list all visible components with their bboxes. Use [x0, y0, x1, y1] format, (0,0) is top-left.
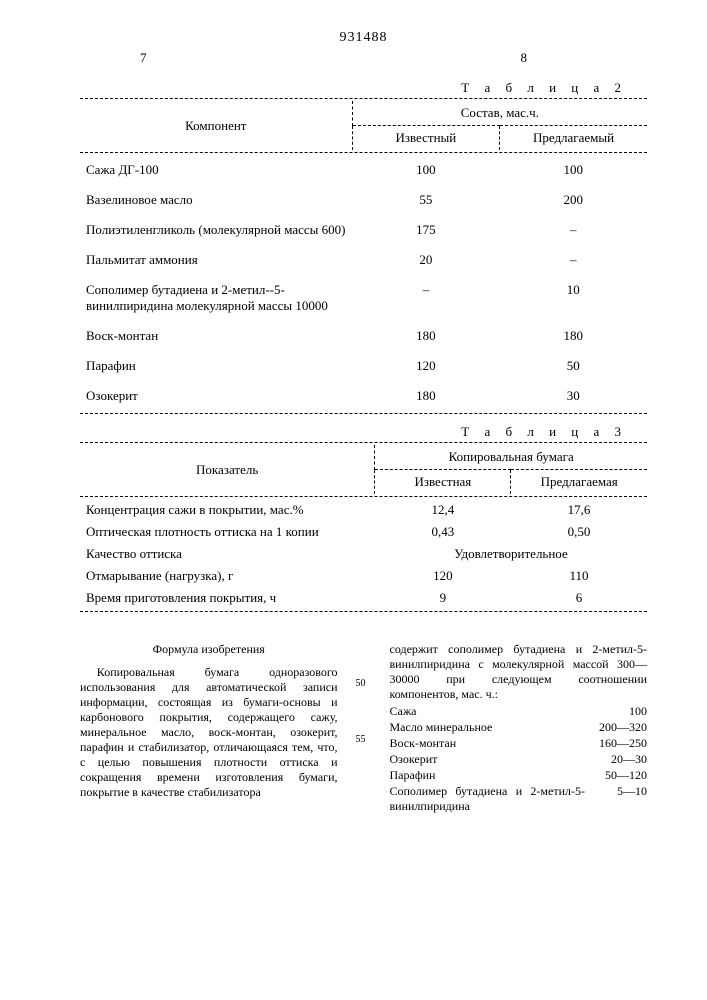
t2-hdr-component: Компонент — [80, 101, 352, 150]
comp-value: 200—320 — [599, 720, 647, 735]
cell-known: 100 — [352, 155, 499, 185]
cell-name: Вазелиновое масло — [80, 185, 352, 215]
left-column: Формула изобретения Копировальная бумага… — [80, 642, 338, 814]
cell-name: Сополимер бутадиена и 2-метил--5-винилпи… — [80, 275, 352, 321]
comp-name: Сополимер бутадиена и 2-метил-5-винилпир… — [390, 784, 586, 814]
line-number-gutter: 50 55 — [356, 642, 372, 814]
cell-known: 20 — [352, 245, 499, 275]
cell-name: Концентрация сажи в покрытии, мас.% — [80, 499, 375, 521]
cell-proposed: 6 — [511, 587, 647, 609]
cell-proposed: 180 — [500, 321, 647, 351]
cell-proposed: 17,6 — [511, 499, 647, 521]
cell-name: Пальмитат аммония — [80, 245, 352, 275]
table-row: Парафин12050 — [80, 351, 647, 381]
comp-value: 100 — [599, 704, 647, 719]
table-row: Время приготовления покрытия, ч96 — [80, 587, 647, 609]
left-paragraph-text: Копировальная бумага одноразового исполь… — [80, 665, 338, 799]
cell-proposed: 30 — [500, 381, 647, 411]
comp-name: Масло минеральное — [390, 720, 586, 735]
cell-name: Время приготовления покрытия, ч — [80, 587, 375, 609]
divider — [80, 442, 647, 443]
table-row: Отмарывание (нагрузка), г120110 — [80, 565, 647, 587]
cell-name: Отмарывание (нагрузка), г — [80, 565, 375, 587]
cell-proposed: 0,50 — [511, 521, 647, 543]
cell-known: 180 — [352, 381, 499, 411]
table3: Показатель Копировальная бумага Известна… — [80, 445, 647, 494]
cell-proposed: – — [500, 245, 647, 275]
comp-value: 20—30 — [599, 752, 647, 767]
comp-value: 160—250 — [599, 736, 647, 751]
cell-known: 0,43 — [375, 521, 511, 543]
right-paragraph: содержит сополимер бутадиена и 2-метил-5… — [390, 642, 648, 702]
cell-known: 175 — [352, 215, 499, 245]
col-left-num: 7 — [140, 50, 147, 66]
table-row: Вазелиновое масло55200 — [80, 185, 647, 215]
cell-name: Парафин — [80, 351, 352, 381]
cell-known: 180 — [352, 321, 499, 351]
cell-proposed: 50 — [500, 351, 647, 381]
table-row: Концентрация сажи в покрытии, мас.%12,41… — [80, 499, 647, 521]
cell-name: Воск-монтан — [80, 321, 352, 351]
divider — [80, 98, 647, 99]
table2: Компонент Состав, мас.ч. Известный Предл… — [80, 101, 647, 150]
comp-value: 50—120 — [599, 768, 647, 783]
comp-name: Озокерит — [390, 752, 586, 767]
cell-proposed: 10 — [500, 275, 647, 321]
comp-name: Сажа — [390, 704, 586, 719]
right-column: содержит сополимер бутадиена и 2-метил-5… — [390, 642, 648, 814]
table-row: Качество оттискаУдовлетворительное — [80, 543, 647, 565]
component-list: Сажа 100 Масло минеральное 200—320 Воск-монт… — [390, 704, 648, 814]
col-right-num: 8 — [521, 50, 528, 66]
t2-hdr-comp: Состав, мас.ч. — [352, 101, 647, 126]
comp-name: Воск-монтан — [390, 736, 586, 751]
cell-known: – — [352, 275, 499, 321]
cell-name: Сажа ДГ-100 — [80, 155, 352, 185]
cell-proposed: 200 — [500, 185, 647, 215]
table3-body: Концентрация сажи в покрытии, мас.%12,41… — [80, 499, 647, 609]
table2-body: Сажа ДГ-100100100Вазелиновое масло55200П… — [80, 155, 647, 411]
t3-hdr-proposed: Предлагаемая — [511, 470, 647, 495]
cell-known: 12,4 — [375, 499, 511, 521]
cell-name: Качество оттиска — [80, 543, 375, 565]
page: 931488 7 8 Т а б л и ц а 2 Компонент Сос… — [0, 0, 707, 1000]
comp-name: Парафин — [390, 768, 586, 783]
t3-hdr-indicator: Показатель — [80, 445, 375, 494]
body-text: Формула изобретения Копировальная бумага… — [80, 642, 647, 814]
t3-hdr-paper: Копировальная бумага — [375, 445, 647, 470]
cell-proposed: 110 — [511, 565, 647, 587]
linenum-50: 50 — [356, 678, 366, 691]
divider — [80, 152, 647, 153]
linenum-55: 55 — [356, 734, 366, 747]
formula-title: Формула изобретения — [80, 642, 338, 657]
table-row: Пальмитат аммония20– — [80, 245, 647, 275]
comp-value: 5—10 — [599, 784, 647, 814]
patent-number: 931488 — [80, 30, 647, 46]
table-row: Сажа ДГ-100100100 — [80, 155, 647, 185]
t2-hdr-proposed: Предлагаемый — [500, 126, 647, 151]
cell-name: Оптическая плотность оттиска на 1 копии — [80, 521, 375, 543]
table-row: Сополимер бутадиена и 2-метил--5-винилпи… — [80, 275, 647, 321]
t2-hdr-known: Известный — [352, 126, 499, 151]
table3-caption: Т а б л и ц а 3 — [80, 424, 647, 440]
table-row: Полиэтиленгликоль (молекулярной массы 60… — [80, 215, 647, 245]
table-row: Озокерит18030 — [80, 381, 647, 411]
cell-known: 9 — [375, 587, 511, 609]
cell-proposed: – — [500, 215, 647, 245]
table-row: Воск-монтан180180 — [80, 321, 647, 351]
cell-known: 120 — [375, 565, 511, 587]
cell-name: Полиэтиленгликоль (молекулярной массы 60… — [80, 215, 352, 245]
cell-known: 55 — [352, 185, 499, 215]
column-numbers: 7 8 — [80, 50, 647, 66]
t3-hdr-known: Известная — [375, 470, 511, 495]
cell-name: Озокерит — [80, 381, 352, 411]
divider — [80, 496, 647, 497]
cell-proposed: 100 — [500, 155, 647, 185]
divider — [80, 611, 647, 612]
divider — [80, 413, 647, 414]
table2-caption: Т а б л и ц а 2 — [80, 80, 647, 96]
left-paragraph: Копировальная бумага одноразового исполь… — [80, 665, 338, 800]
cell-span: Удовлетворительное — [375, 543, 647, 565]
table-row: Оптическая плотность оттиска на 1 копии0… — [80, 521, 647, 543]
cell-known: 120 — [352, 351, 499, 381]
